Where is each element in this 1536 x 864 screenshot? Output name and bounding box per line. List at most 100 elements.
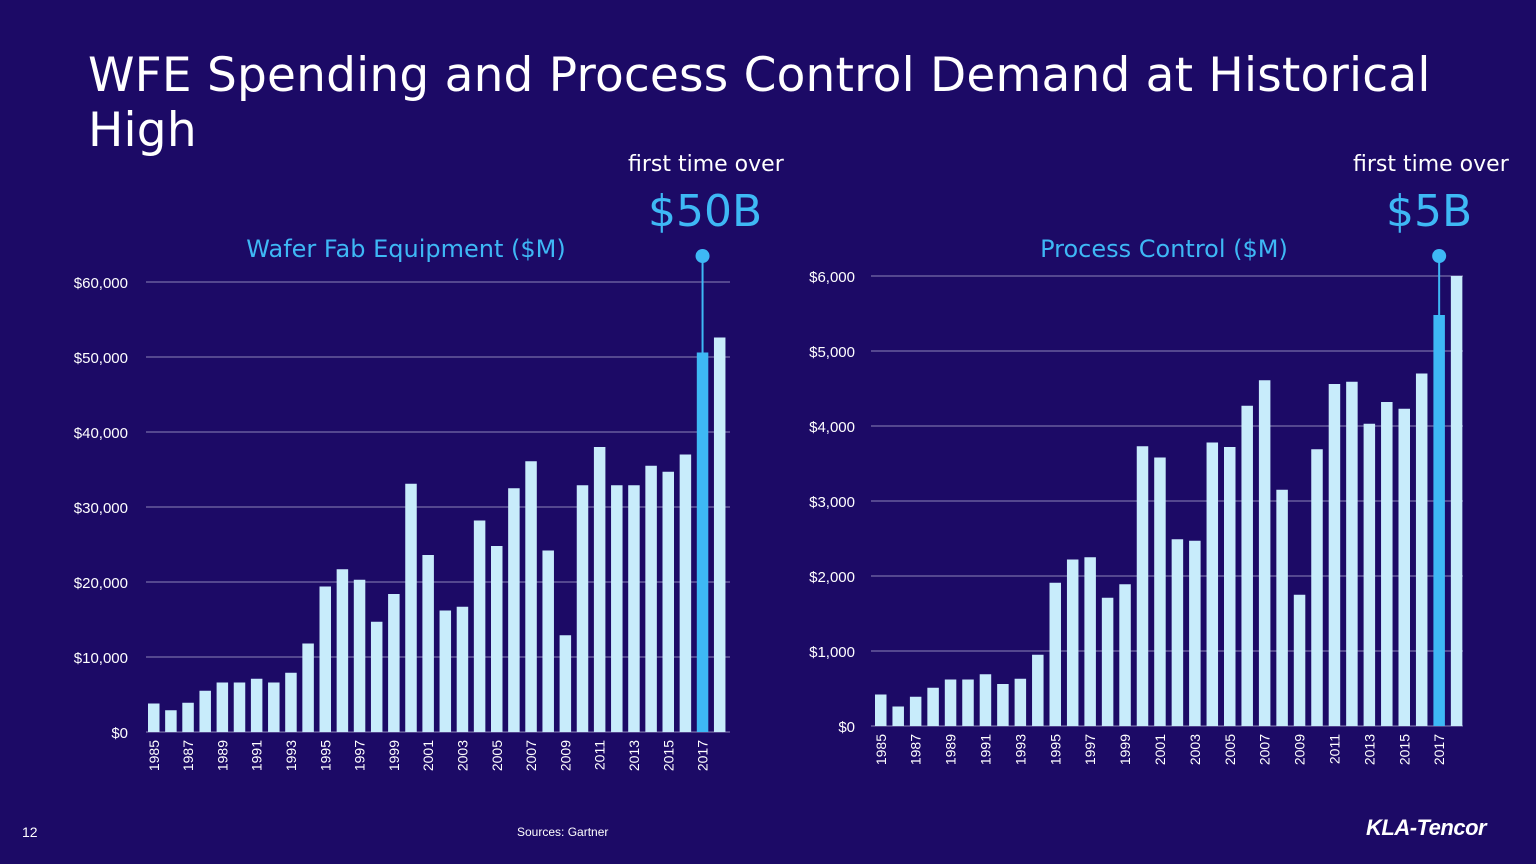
pc-bar-1995 xyxy=(1049,582,1061,726)
pc-ytick-label: $5,000 xyxy=(809,344,855,361)
wfe-bar-2003 xyxy=(456,606,469,732)
pc-callout-dot xyxy=(1432,249,1447,263)
wfe-bar-1995 xyxy=(319,586,331,732)
wfe-bar-1994 xyxy=(302,643,314,732)
pc-xtick-label: 2017 xyxy=(1431,734,1447,765)
wfe-bar-1992 xyxy=(268,682,280,732)
pc-ytick-label: $2,000 xyxy=(809,569,855,586)
pc-bar-1999 xyxy=(1119,584,1131,726)
pc-bar-1990 xyxy=(962,679,974,726)
pc-bar-1998 xyxy=(1101,597,1114,726)
wfe-xtick-label: 1995 xyxy=(317,740,333,771)
pc-xtick-label: 1993 xyxy=(1012,734,1028,765)
wfe-ytick-label: $60,000 xyxy=(74,275,128,292)
wfe-bar-2012 xyxy=(611,485,623,732)
wfe-bar-2004 xyxy=(473,520,486,732)
wfe-bar-2018 xyxy=(713,337,726,732)
wfe-bar-1999 xyxy=(388,594,400,732)
pc-xtick-label: 1985 xyxy=(873,734,889,765)
pc-ytick-label: $4,000 xyxy=(809,419,855,436)
wfe-xtick-label: 1985 xyxy=(146,740,162,771)
wfe-xtick-label: 2005 xyxy=(489,740,505,771)
pc-chart-title: Process Control ($M) xyxy=(1040,235,1288,263)
wfe-annotation-small: first time over xyxy=(628,152,784,177)
pc-bar-2005 xyxy=(1224,447,1236,726)
pc-ytick-label: $0 xyxy=(838,719,855,736)
company-logo: KLA-Tencor xyxy=(1366,815,1487,840)
wfe-bar-2013 xyxy=(628,485,640,732)
pc-xtick-label: 1991 xyxy=(977,734,993,765)
pc-xtick-label: 2007 xyxy=(1257,734,1273,765)
pc-bar-2000 xyxy=(1136,446,1149,726)
wfe-bar-2007 xyxy=(525,461,537,732)
wfe-bar-2015 xyxy=(662,471,674,732)
wfe-bar-2010 xyxy=(576,485,589,732)
wfe-ytick-label: $20,000 xyxy=(74,575,128,592)
wfe-bar-1996 xyxy=(336,569,349,732)
pc-xtick-label: 1987 xyxy=(908,734,924,765)
pc-bar-2009 xyxy=(1293,594,1306,726)
wfe-ytick-label: $30,000 xyxy=(74,500,128,517)
pc-xtick-label: 1995 xyxy=(1047,734,1063,765)
wfe-xtick-label: 1999 xyxy=(386,740,402,771)
wfe-bar-2017 xyxy=(696,352,709,732)
wfe-ytick-label: $0 xyxy=(111,725,128,742)
pc-ytick-label: $6,000 xyxy=(809,269,855,286)
pc-xtick-label: 1997 xyxy=(1082,734,1098,765)
pc-bar-2015 xyxy=(1398,408,1410,726)
wfe-bar-2000 xyxy=(405,483,417,732)
wfe-bar-1987 xyxy=(182,702,194,732)
pc-ytick-label: $1,000 xyxy=(809,644,855,661)
wfe-bar-1993 xyxy=(285,672,297,732)
wfe-chart-title: Wafer Fab Equipment ($M) xyxy=(246,235,565,263)
wfe-bar-1989 xyxy=(216,682,229,732)
wfe-xtick-label: 1993 xyxy=(283,740,299,771)
wfe-bar-1985 xyxy=(148,703,160,732)
pc-xtick-label: 2013 xyxy=(1361,734,1377,765)
pc-bar-2012 xyxy=(1346,381,1358,726)
wfe-xtick-label: 1987 xyxy=(180,740,196,771)
pc-bar-2010 xyxy=(1311,449,1323,726)
pc-bar-1985 xyxy=(875,694,887,726)
wfe-xtick-label: 2009 xyxy=(557,740,573,771)
wfe-bar-2001 xyxy=(422,555,434,732)
wfe-bar-2016 xyxy=(679,454,692,732)
wfe-bar-1986 xyxy=(165,710,177,732)
page-number: 12 xyxy=(22,824,38,840)
wfe-annotation-big: $50B xyxy=(648,186,763,237)
pc-bar-1987 xyxy=(909,696,922,726)
wfe-bar-1991 xyxy=(250,678,263,732)
wfe-xtick-label: 2003 xyxy=(454,740,470,771)
pc-xtick-label: 1999 xyxy=(1117,734,1133,765)
wfe-ytick-label: $10,000 xyxy=(74,650,128,667)
pc-bar-2013 xyxy=(1363,423,1376,726)
wfe-bar-1990 xyxy=(233,682,246,732)
pc-bar-2006 xyxy=(1241,405,1253,726)
wfe-xtick-label: 2007 xyxy=(523,740,539,771)
pc-bar-2002 xyxy=(1171,539,1184,726)
wfe-xtick-label: 2011 xyxy=(592,740,608,770)
pc-ytick-label: $3,000 xyxy=(809,494,855,511)
wfe-xtick-label: 2001 xyxy=(420,740,436,771)
pc-xtick-label: 2015 xyxy=(1396,734,1412,765)
pc-xtick-label: 2011 xyxy=(1326,734,1342,764)
pc-bar-1993 xyxy=(1014,678,1027,726)
pc-bar-1986 xyxy=(892,706,904,726)
pc-bar-1996 xyxy=(1066,559,1079,726)
wfe-callout-dot xyxy=(695,249,710,263)
wfe-xtick-label: 1991 xyxy=(249,740,265,771)
wfe-bar-2014 xyxy=(645,465,657,732)
wfe-ytick-label: $50,000 xyxy=(74,350,128,367)
pc-bar-1991 xyxy=(979,674,992,726)
pc-bar-2007 xyxy=(1258,380,1271,726)
pc-xtick-label: 2003 xyxy=(1187,734,1203,765)
wfe-bar-2009 xyxy=(559,635,572,732)
wfe-bar-2005 xyxy=(491,546,503,732)
pc-bar-2001 xyxy=(1154,457,1166,726)
wfe-bar-1997 xyxy=(353,579,366,732)
wfe-xtick-label: 1989 xyxy=(214,740,230,771)
pc-xtick-label: 2005 xyxy=(1222,734,1238,765)
pc-annotation-big: $5B xyxy=(1386,186,1473,237)
pc-bar-2017 xyxy=(1433,315,1445,726)
pc-bar-1997 xyxy=(1084,557,1096,726)
